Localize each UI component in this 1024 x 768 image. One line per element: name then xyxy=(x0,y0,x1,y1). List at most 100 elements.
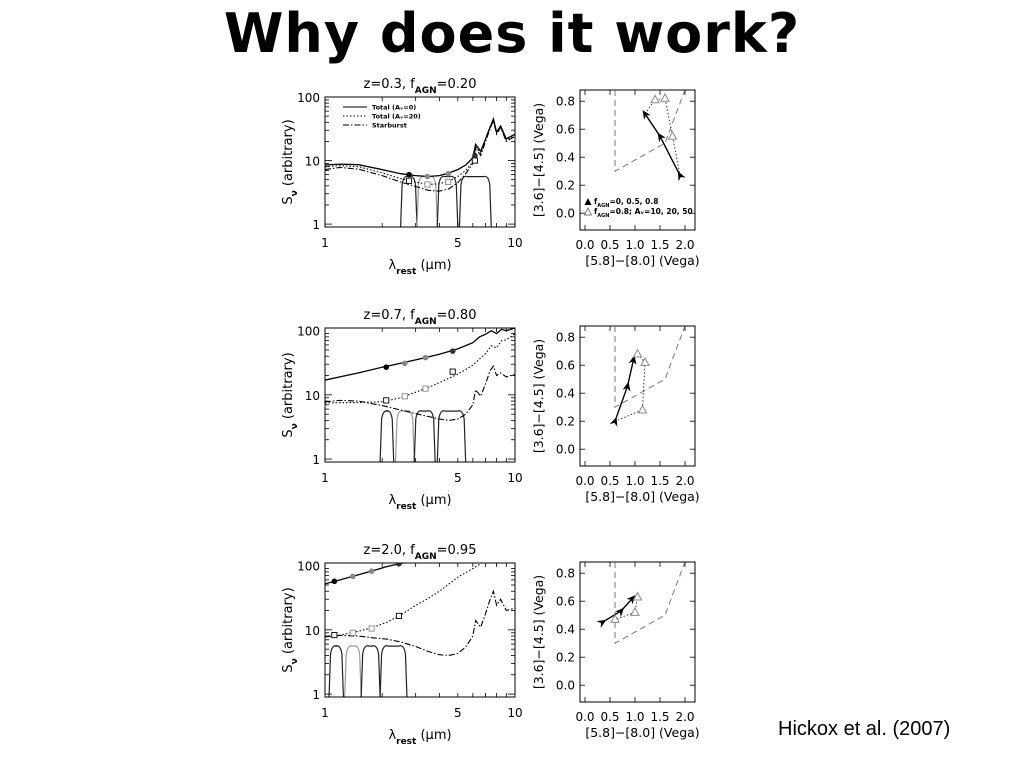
filled-marker-2 xyxy=(401,360,408,367)
text-part: 2.0 xyxy=(675,710,694,724)
text-part: f xyxy=(410,308,415,323)
filled-marker-1 xyxy=(331,578,338,585)
cc-y-tick-label: 0.4 xyxy=(556,623,575,637)
cc-y-tick-label: 0.8 xyxy=(556,567,575,581)
filled-triangle-marker-3 xyxy=(626,595,636,605)
text-part: (μm) xyxy=(416,493,451,508)
text-part: 1.0 xyxy=(625,474,644,488)
filled-marker-1 xyxy=(406,171,412,178)
text-part: 0.2 xyxy=(556,415,575,429)
text-part: 1 xyxy=(312,453,320,467)
open-triangle-marker-3 xyxy=(667,130,678,140)
text-part: z=0.7, xyxy=(364,308,411,323)
y-axis-label: Sν (arbitrary) xyxy=(281,587,300,672)
y-axis-label: Sν (arbitrary) xyxy=(281,119,300,204)
open-marker-2 xyxy=(424,181,431,188)
cc-x-tick-label: 0.0 xyxy=(575,238,594,252)
open-marker-4 xyxy=(471,157,478,164)
text-part: =0.20 xyxy=(437,77,477,92)
text-part: [3.6]−[4.5] (Vega) xyxy=(531,575,546,689)
text-part: f xyxy=(594,197,598,206)
x-tick-label: 1 xyxy=(321,706,329,720)
cc-x-axis-label: [5.8]−[8.0] (Vega) xyxy=(585,725,699,740)
text-part: ν xyxy=(290,423,300,429)
text-part: [3.6]−[4.5] (Vega) xyxy=(531,103,546,217)
filter-curve-3 xyxy=(413,410,436,462)
color-color-panel-3: 0.0 0.5 1.0 1.5 2.0 0.0 0.2 0.4 0.6 0.8 [5.8]−[8.0… xyxy=(531,561,700,740)
filled-marker-4 xyxy=(396,563,402,567)
slide-title: Why does it work? xyxy=(223,2,801,65)
y-tick-label: 1 xyxy=(312,453,320,467)
y-tick-label: 1 xyxy=(312,688,320,702)
open-marker-2 xyxy=(401,393,408,400)
sed-frame xyxy=(324,96,516,228)
text-part: =0.80 xyxy=(437,308,477,323)
text-part: [3.6]−[4.5] (Vega) xyxy=(531,339,546,453)
sed-series-dotted xyxy=(325,118,515,186)
cc-legend-open-symbol xyxy=(583,206,593,216)
sed-title: z=2.0, fAGN=0.95 xyxy=(364,543,477,562)
x-tick-label: 5 xyxy=(454,236,462,250)
text-part: [5.8]−[8.0] (Vega) xyxy=(585,725,699,740)
text-part: 0.2 xyxy=(556,651,575,665)
text-part: 0.0 xyxy=(556,679,575,693)
sed-series-solid xyxy=(325,116,515,178)
text-part: λ xyxy=(388,258,396,273)
text-part: AGN xyxy=(597,213,609,219)
text-part: f xyxy=(410,543,415,558)
filled-triangle-marker-1 xyxy=(678,171,686,182)
text-part: 1 xyxy=(321,471,329,485)
filter-curve-4 xyxy=(458,175,492,227)
filled-marker-3 xyxy=(445,170,451,177)
open-triangle-marker-3 xyxy=(637,404,648,414)
text-part: (μm) xyxy=(416,728,451,743)
text-part: AGN xyxy=(415,552,437,562)
x-tick-label: 10 xyxy=(507,706,522,720)
legend-label-dotted: Total (Aᵥ=20) xyxy=(372,113,421,121)
color-color-panel-2: 0.0 0.5 1.0 1.5 2.0 0.0 0.2 0.4 0.6 0.8 [5.8]−[8.0… xyxy=(531,325,700,504)
x-tick-label: 1 xyxy=(321,236,329,250)
text-part: =0.95 xyxy=(437,543,477,558)
filter-curve-3 xyxy=(436,175,459,227)
filled-triangle-marker-2 xyxy=(622,381,631,392)
text-part: (arbitrary) xyxy=(281,587,296,658)
cc-x-axis-label: [5.8]−[8.0] (Vega) xyxy=(585,489,699,504)
x-tick-label: 10 xyxy=(507,236,522,250)
color-color-panel-1: 0.0 0.5 1.0 1.5 2.0 0.0 0.2 0.4 0.6 0.8 [5.8]−[8.0… xyxy=(531,89,700,268)
cc-x-tick-label: 0.5 xyxy=(600,238,619,252)
cc-frame xyxy=(579,561,696,703)
x-axis-label: λrest (μm) xyxy=(388,728,451,747)
agn-selection-wedge xyxy=(614,325,686,409)
cc-legend-label-1: fAGN=0, 0.5, 0.8 xyxy=(594,197,658,209)
agn-selection-wedge xyxy=(614,89,686,173)
text-part: 1 xyxy=(312,688,320,702)
text-part: =0, 0.5, 0.8 xyxy=(609,197,658,206)
text-part: f xyxy=(594,207,598,216)
cc-x-tick-label: 2.0 xyxy=(675,710,694,724)
y-tick-label: 10 xyxy=(305,624,320,638)
text-part: 0.0 xyxy=(556,207,575,221)
sed-series-dashdot xyxy=(325,365,515,421)
text-part: 0.8 xyxy=(556,331,575,345)
text-part: ν xyxy=(290,658,300,664)
open-marker-1 xyxy=(406,177,413,184)
text-part: (μm) xyxy=(416,258,451,273)
open-marker-4 xyxy=(449,368,456,375)
x-tick-label: 5 xyxy=(454,706,462,720)
text-part: 1 xyxy=(321,706,329,720)
text-part: 100 xyxy=(297,560,320,574)
cc-y-axis-label: [3.6]−[4.5] (Vega) xyxy=(531,103,546,217)
text-part: 2.0 xyxy=(675,238,694,252)
text-part: 2.0 xyxy=(675,474,694,488)
agn-selection-wedge xyxy=(614,561,686,645)
y-tick-label: 100 xyxy=(297,91,320,105)
filter-curve-4 xyxy=(436,410,467,462)
text-part: (arbitrary) xyxy=(281,352,296,423)
filter-curve-1 xyxy=(379,410,395,462)
extinction-track xyxy=(644,97,681,176)
cc-y-tick-label: 0.2 xyxy=(556,651,575,665)
sed-legend: Total (Aᵥ=0)Total (Aᵥ=20)Starburst xyxy=(343,104,421,130)
filled-triangle-marker-2 xyxy=(615,607,624,617)
filter-curve-1 xyxy=(328,645,345,697)
